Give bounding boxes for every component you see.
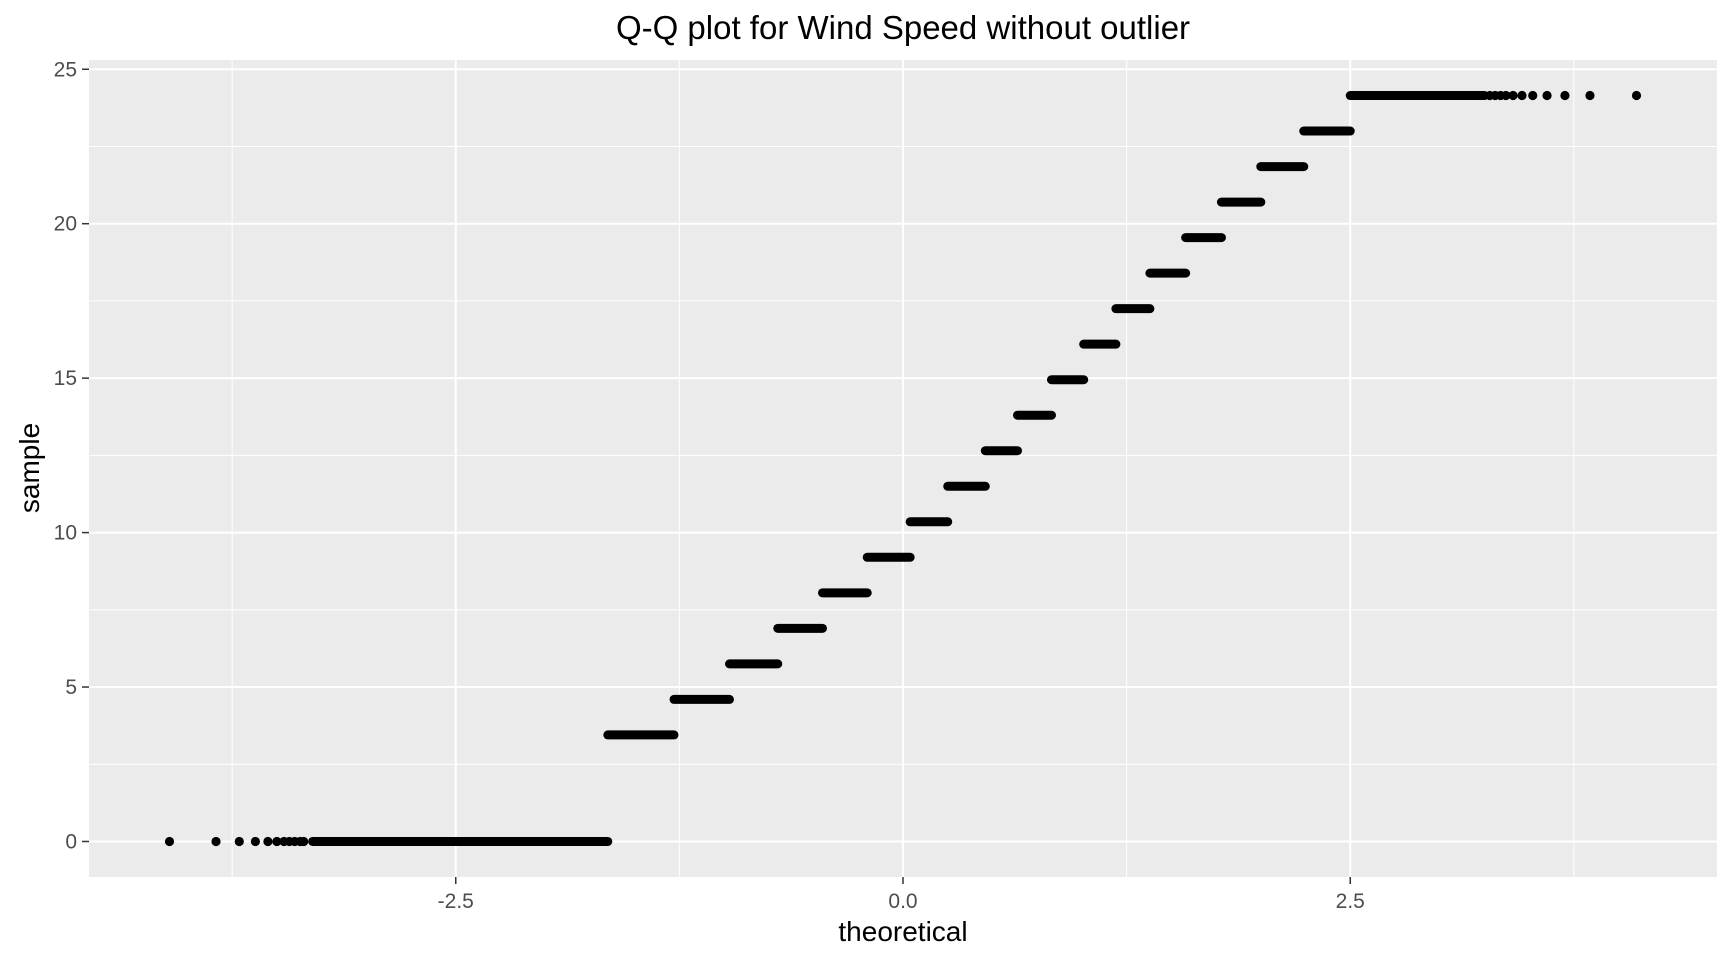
qq-point (1585, 90, 1595, 101)
qq-point (1542, 90, 1552, 101)
qq-point (299, 836, 309, 847)
data-points (164, 90, 1642, 847)
x-axis-ticks: -2.5 0.0 2.5 (438, 877, 1365, 913)
qq-point (1517, 90, 1527, 101)
qq-point (1508, 90, 1518, 101)
y-axis-ticks: 0 5 10 15 20 25 (54, 58, 89, 853)
qq-point (1528, 90, 1538, 101)
chart-title: Q-Q plot for Wind Speed without outlier (616, 9, 1190, 46)
qq-point (1560, 90, 1570, 101)
x-tick-label: 2.5 (1336, 890, 1365, 913)
y-axis-title: sample (14, 423, 45, 513)
y-tick-label: 15 (54, 367, 77, 390)
major-gridlines (89, 60, 1717, 877)
qq-point (250, 836, 260, 847)
x-tick-label: -2.5 (438, 890, 474, 913)
qq-point (263, 836, 273, 847)
qq-point (1631, 90, 1642, 101)
qq-point (164, 836, 175, 847)
y-tick-label: 20 (54, 213, 77, 236)
qq-point (234, 836, 244, 847)
x-axis-title: theoretical (838, 916, 967, 947)
y-tick-label: 25 (54, 58, 77, 81)
qq-point (211, 836, 221, 847)
qq-point (1501, 90, 1511, 101)
qq-point (272, 836, 282, 847)
y-tick-label: 10 (54, 522, 77, 545)
y-tick-label: 0 (65, 830, 77, 853)
y-tick-label: 5 (65, 676, 77, 699)
x-tick-label: 0.0 (888, 890, 917, 913)
